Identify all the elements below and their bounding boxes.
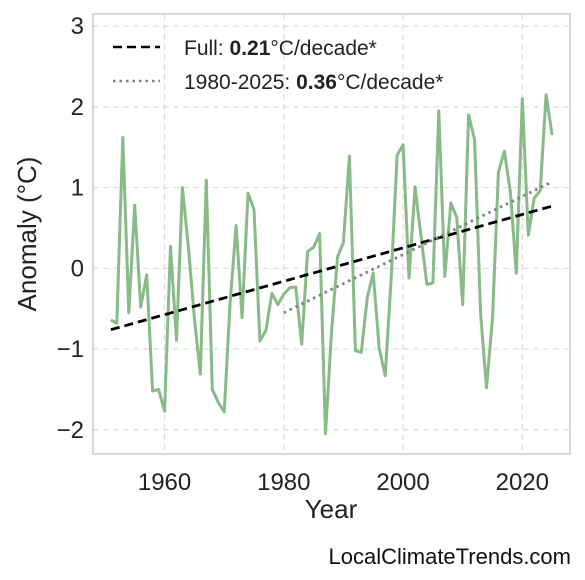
y-tick-label: 0 [71, 255, 84, 282]
legend-recent-suffix: °C/decade* [337, 71, 443, 94]
legend-full-suffix: °C/decade* [270, 37, 376, 60]
y-tick-labels: −2 −1 0 1 2 3 [57, 13, 84, 444]
legend: Full: 0.21°C/decade* 1980-2025: 0.36°C/d… [113, 37, 443, 94]
y-tick-label: 3 [71, 13, 84, 40]
series-layer [110, 93, 554, 436]
y-tick-label: −2 [57, 417, 84, 444]
plot-frame [92, 13, 571, 455]
x-tick-labels: 1960 1980 2000 2020 [138, 469, 549, 496]
trend-line-recent [283, 180, 553, 314]
x-tick-label: 1960 [138, 469, 191, 496]
anomaly-line [110, 93, 554, 436]
legend-recent-prefix: 1980-2025: [184, 71, 296, 94]
y-axis-label: Anomaly (°C) [12, 157, 42, 312]
x-tick-label: 2000 [376, 469, 429, 496]
y-tick-label: 1 [71, 175, 84, 202]
trend-line-full [110, 204, 553, 332]
x-axis-label: Year [305, 494, 358, 524]
x-tick-label: 1980 [257, 469, 310, 496]
legend-recent-value: 0.36 [296, 71, 337, 94]
watermark: LocalClimateTrends.com [328, 544, 572, 569]
legend-label-recent: 1980-2025: 0.36°C/decade* [184, 71, 443, 94]
y-tick-label: −1 [57, 336, 84, 363]
legend-full-prefix: Full: [184, 37, 230, 60]
grid [93, 14, 570, 454]
y-tick-label: 2 [71, 94, 84, 121]
x-tick-label: 2020 [496, 469, 549, 496]
legend-full-value: 0.21 [230, 37, 271, 60]
legend-label-full: Full: 0.21°C/decade* [184, 37, 377, 60]
plot-background [93, 14, 570, 454]
